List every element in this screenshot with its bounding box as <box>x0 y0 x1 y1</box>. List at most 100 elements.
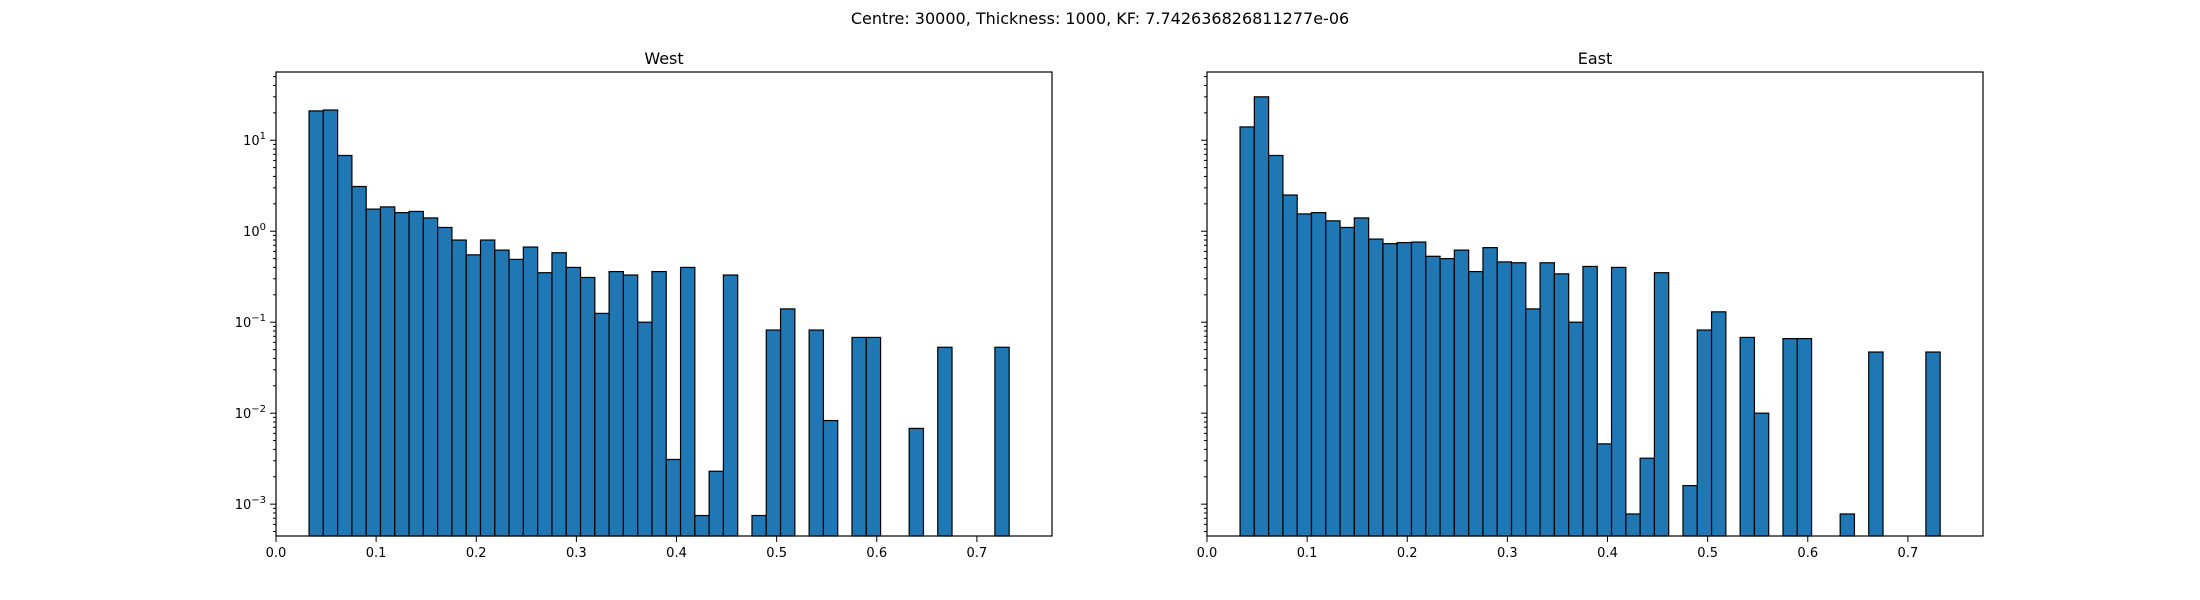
y-tick-label: 10−2 <box>235 404 266 422</box>
histogram-bar <box>1339 226 1355 537</box>
histogram-bar <box>1410 241 1427 537</box>
histogram-bar <box>1282 194 1298 537</box>
histogram-bar <box>365 208 382 537</box>
x-tick-label: 0.7 <box>967 546 988 561</box>
histogram-bar <box>1453 249 1470 537</box>
histogram-bar <box>651 270 667 537</box>
x-tick-label: 0.0 <box>1197 546 1218 561</box>
x-axis: 0.0 0.1 0.2 0.3 0.4 0.5 0.6 0.7 <box>266 536 988 561</box>
histogram-bar <box>1482 247 1498 537</box>
histogram-bar <box>1696 329 1713 537</box>
histogram-bar <box>1782 338 1798 537</box>
panel-east: East 0.0 0.1 0.2 0.3 0.4 0.5 0.6 0.7 <box>1197 49 1984 561</box>
plot-frame <box>275 71 1053 537</box>
histogram-bar <box>622 274 639 537</box>
histogram-bar <box>779 308 796 537</box>
histogram-bar <box>494 249 510 537</box>
histogram-bar <box>1639 457 1656 537</box>
histogram-bar <box>1253 96 1270 537</box>
histogram-bar <box>994 346 1010 537</box>
histogram-bar <box>1796 338 1813 537</box>
x-tick-label: 0.2 <box>1397 546 1418 561</box>
histogram-bar <box>694 514 710 537</box>
histogram-bar <box>637 321 653 537</box>
histogram-bar <box>1925 351 1941 537</box>
x-axis: 0.0 0.1 0.2 0.3 0.4 0.5 0.6 0.7 <box>1197 536 1919 561</box>
histogram-bar <box>1868 351 1884 537</box>
histogram-bar <box>1268 154 1284 537</box>
plot-frame <box>1206 71 1984 537</box>
x-tick-label: 0.5 <box>766 546 787 561</box>
histogram-bar <box>865 336 882 537</box>
histogram-bar <box>679 266 696 537</box>
x-tick-label: 0.2 <box>466 546 487 561</box>
x-tick-label: 0.4 <box>666 546 687 561</box>
histogram-bar <box>1610 266 1627 537</box>
histogram-bar <box>1439 258 1455 537</box>
histogram-bar <box>1425 255 1441 537</box>
histogram-bar <box>422 217 439 537</box>
histogram-bar <box>1839 513 1856 537</box>
histogram-bar <box>479 239 496 537</box>
histogram-bar <box>437 226 453 537</box>
x-tick-label: 0.1 <box>366 546 387 561</box>
histogram-bar <box>1296 213 1313 537</box>
histogram-bar <box>851 336 867 537</box>
x-tick-label: 0.4 <box>1597 546 1618 561</box>
x-tick-label: 0.7 <box>1898 546 1919 561</box>
histogram-bar <box>908 427 925 537</box>
histogram-bar <box>408 210 424 537</box>
histogram-bar <box>308 110 324 537</box>
histogram-bar <box>594 312 610 537</box>
histogram-bar <box>1710 311 1727 537</box>
histogram-bar <box>937 346 953 537</box>
histogram-bar <box>337 154 353 537</box>
histogram-bar <box>1553 273 1570 537</box>
bars-group <box>1239 96 1941 537</box>
histogram-bar <box>1682 484 1698 537</box>
histogram-bar <box>508 258 524 537</box>
histogram-bar <box>537 272 553 537</box>
histogram-bar <box>1539 262 1555 537</box>
x-tick-label: 0.1 <box>1297 546 1318 561</box>
histogram-bar <box>565 266 582 537</box>
histogram-bar <box>1310 212 1327 537</box>
figure-suptitle: Centre: 30000, Thickness: 1000, KF: 7.74… <box>851 9 1349 28</box>
histogram-bar <box>351 185 367 537</box>
y-tick-label: 10−3 <box>235 495 266 513</box>
histogram-bar <box>1382 243 1398 537</box>
panel-title: West <box>644 49 683 68</box>
histogram-bar <box>822 419 839 537</box>
histogram-bar <box>451 239 467 537</box>
histogram-bar <box>322 109 339 537</box>
histogram-bar <box>765 329 782 537</box>
y-tick-label: 100 <box>243 222 266 240</box>
histogram-bar <box>608 270 624 537</box>
histogram-bar <box>522 246 539 537</box>
histogram-bar <box>1653 272 1670 537</box>
x-tick-label: 0.3 <box>1497 546 1518 561</box>
y-tick-label: 10−1 <box>235 313 266 331</box>
y-axis: 101 100 10−1 10−2 10−3 <box>235 76 276 533</box>
y-axis <box>1201 76 1207 533</box>
histogram-bar <box>1468 270 1484 537</box>
panel-title: East <box>1578 49 1613 68</box>
histogram-bar <box>1510 262 1527 537</box>
histogram-bar <box>1596 443 1613 537</box>
histogram-bar <box>665 458 682 537</box>
histogram-bar <box>1525 308 1541 537</box>
histogram-bar <box>1396 241 1413 537</box>
histogram-bar <box>708 470 725 537</box>
histogram-bar <box>1625 513 1641 537</box>
histogram-bar <box>1739 336 1756 537</box>
y-tick-label: 101 <box>243 131 266 149</box>
histogram-bar <box>1496 261 1513 537</box>
x-tick-label: 0.0 <box>266 546 287 561</box>
histogram-bar <box>394 212 410 537</box>
histogram-bar <box>1582 265 1598 537</box>
histogram-bar <box>722 274 739 537</box>
histogram-bar <box>1568 321 1584 537</box>
x-tick-label: 0.5 <box>1697 546 1718 561</box>
histogram-bar <box>1368 238 1384 537</box>
